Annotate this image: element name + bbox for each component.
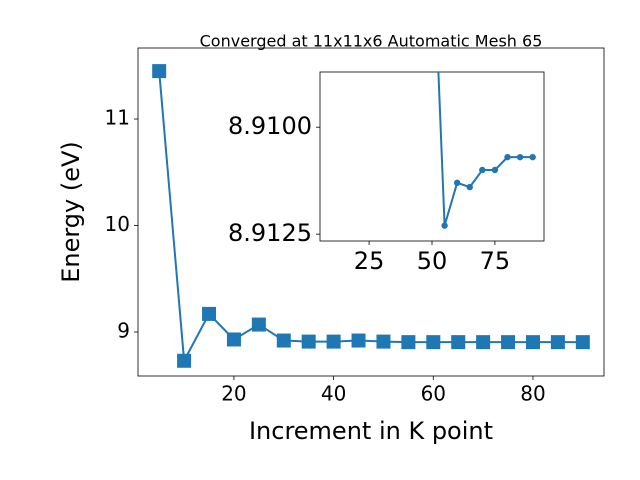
x-tick-label: 80 bbox=[520, 382, 545, 406]
plot-area bbox=[152, 64, 590, 368]
marker bbox=[504, 153, 511, 161]
x-axis-label: Increment in K point bbox=[249, 417, 493, 445]
x-tick-label: 75 bbox=[480, 247, 511, 275]
marker bbox=[453, 179, 461, 187]
marker bbox=[426, 335, 441, 350]
marker bbox=[251, 317, 266, 332]
marker bbox=[401, 335, 416, 350]
marker bbox=[301, 334, 316, 349]
marker bbox=[516, 153, 524, 161]
marker bbox=[501, 335, 516, 350]
marker bbox=[177, 353, 192, 368]
marker bbox=[525, 335, 540, 350]
plot-frame bbox=[137, 47, 605, 377]
y-tick-label: 9 bbox=[117, 319, 130, 343]
marker bbox=[491, 166, 499, 174]
y-tick-label: 8.9125 bbox=[228, 219, 312, 247]
marker bbox=[226, 332, 241, 347]
marker bbox=[466, 183, 473, 191]
marker bbox=[441, 222, 448, 229]
marker bbox=[276, 333, 291, 348]
y-tick-label: 10 bbox=[105, 212, 130, 236]
x-tick-label: 50 bbox=[417, 247, 448, 275]
y-axis-label: Energy (eV) bbox=[57, 141, 85, 283]
marker bbox=[550, 335, 565, 350]
x-tick-label: 40 bbox=[321, 382, 346, 406]
marker bbox=[376, 334, 391, 349]
marker bbox=[326, 334, 341, 349]
marker bbox=[575, 335, 590, 350]
plot-area bbox=[437, 72, 536, 229]
marker bbox=[529, 153, 536, 161]
chart-title: Converged at 11x11x6 Automatic Mesh 65 bbox=[200, 32, 543, 51]
marker bbox=[476, 335, 491, 350]
y-tick-label: 11 bbox=[105, 106, 130, 130]
marker bbox=[152, 64, 167, 79]
y-tick-label: 8.9100 bbox=[228, 112, 312, 140]
marker bbox=[202, 306, 217, 321]
marker bbox=[351, 333, 366, 348]
x-tick-label: 60 bbox=[421, 382, 446, 406]
marker bbox=[479, 166, 486, 174]
marker bbox=[451, 335, 466, 350]
x-tick-label: 20 bbox=[221, 382, 246, 406]
x-tick-label: 25 bbox=[354, 247, 385, 275]
